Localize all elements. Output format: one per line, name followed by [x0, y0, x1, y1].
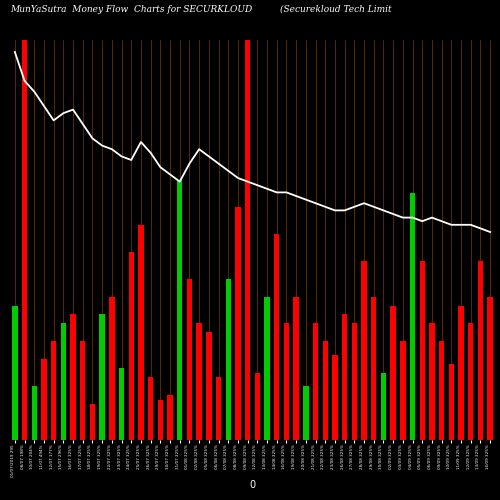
Bar	[138, 225, 143, 440]
Bar	[274, 234, 280, 440]
Bar	[322, 342, 328, 440]
Bar	[226, 278, 231, 440]
Bar	[381, 373, 386, 440]
Bar	[254, 373, 260, 440]
Bar	[332, 355, 338, 440]
Bar	[439, 342, 444, 440]
Bar	[478, 260, 483, 440]
Bar	[352, 324, 357, 440]
Text: (Securekloud Tech Limit: (Securekloud Tech Limit	[280, 5, 392, 14]
Bar	[148, 377, 154, 440]
Bar	[60, 324, 66, 440]
Bar	[109, 296, 114, 440]
Bar	[264, 296, 270, 440]
Bar	[371, 296, 376, 440]
Bar	[32, 386, 37, 440]
Text: MunYaSutra  Money Flow  Charts for SECURKLOUD: MunYaSutra Money Flow Charts for SECURKL…	[10, 5, 252, 14]
Bar	[400, 342, 406, 440]
Bar	[22, 395, 27, 440]
Bar	[468, 324, 473, 440]
Bar	[458, 306, 464, 440]
Bar	[216, 377, 221, 440]
Bar	[22, 40, 27, 440]
Bar	[51, 342, 57, 440]
Bar	[80, 342, 86, 440]
Bar	[294, 296, 299, 440]
Bar	[90, 404, 95, 440]
Bar	[158, 400, 163, 440]
X-axis label: 0: 0	[250, 480, 256, 490]
Bar	[245, 40, 250, 440]
Bar	[168, 395, 172, 440]
Bar	[119, 368, 124, 440]
Bar	[196, 324, 202, 440]
Bar	[177, 180, 182, 440]
Bar	[313, 324, 318, 440]
Bar	[236, 207, 240, 440]
Bar	[342, 314, 347, 440]
Bar	[187, 278, 192, 440]
Bar	[448, 364, 454, 440]
Bar	[410, 194, 415, 440]
Bar	[70, 314, 76, 440]
Bar	[390, 306, 396, 440]
Bar	[42, 360, 46, 440]
Bar	[420, 260, 425, 440]
Bar	[488, 296, 493, 440]
Bar	[362, 260, 366, 440]
Bar	[245, 342, 250, 440]
Bar	[128, 252, 134, 440]
Bar	[206, 332, 212, 440]
Bar	[284, 324, 289, 440]
Bar	[12, 306, 18, 440]
Bar	[100, 314, 105, 440]
Bar	[303, 386, 308, 440]
Bar	[430, 324, 434, 440]
